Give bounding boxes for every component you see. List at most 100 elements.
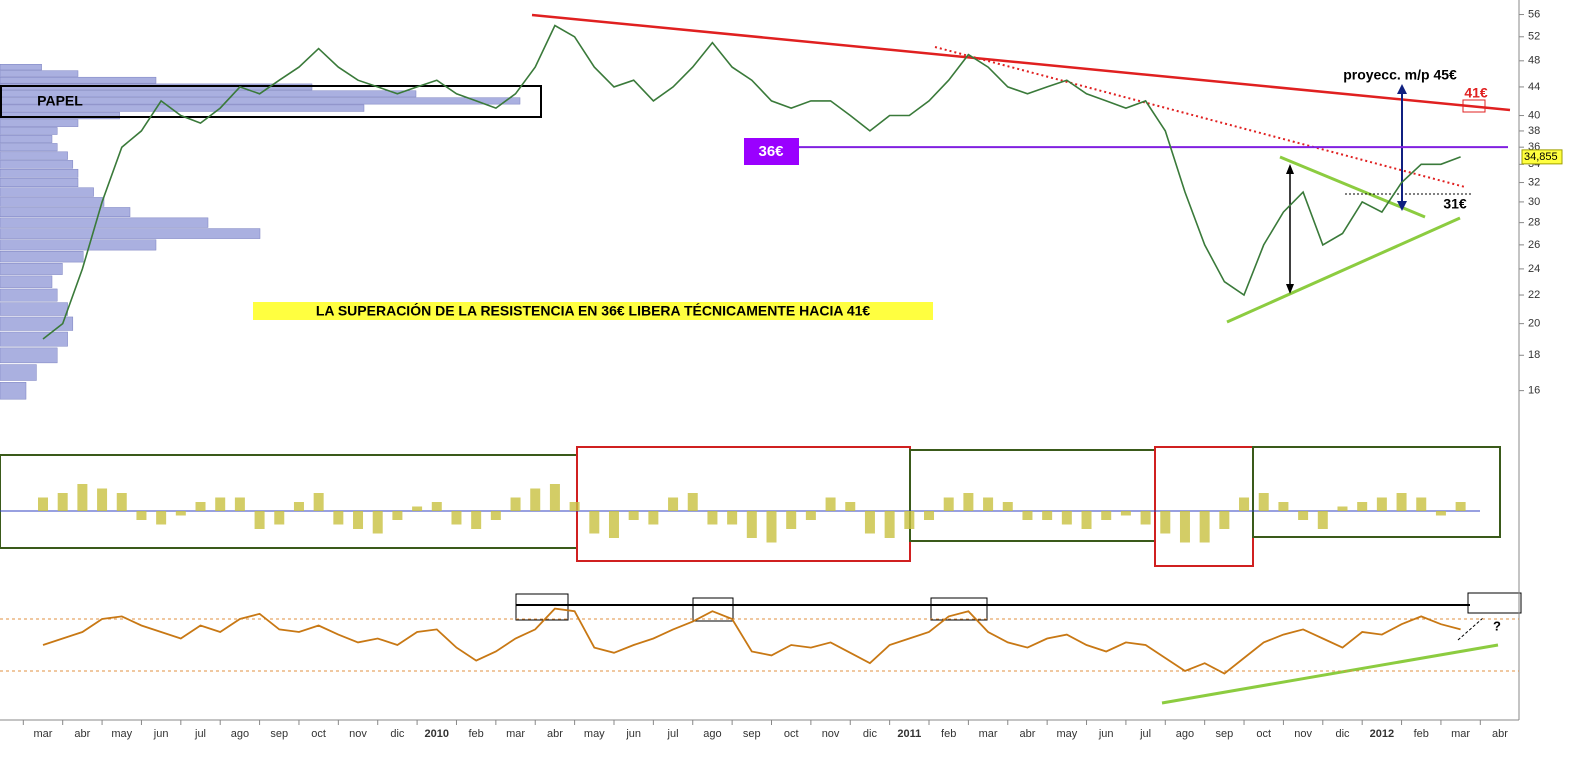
volume-bar (0, 135, 53, 143)
x-tick-label: mar (1451, 728, 1470, 740)
y-tick-label: 56 (1528, 8, 1540, 20)
peak-box (692, 597, 734, 622)
x-tick-label: sep (270, 728, 288, 740)
oscillator-bar (884, 511, 895, 538)
volume-bar (0, 207, 131, 218)
y-tick-label: 22 (1528, 289, 1540, 301)
oscillator-bar (1396, 493, 1407, 511)
resistance-trendline (531, 13, 1511, 112)
oscillator-bar (1258, 493, 1269, 511)
volume-bar (0, 160, 74, 169)
volume-bar (0, 331, 68, 347)
x-tick-label: feb (1414, 728, 1429, 740)
papel-label: PAPEL (37, 93, 83, 109)
oscillator-bar (97, 488, 108, 511)
x-tick-label: jul (1139, 728, 1151, 740)
x-tick-label: jun (153, 728, 169, 740)
y-tick-label: 26 (1528, 239, 1540, 251)
range-box (1252, 446, 1501, 538)
x-tick-label: abr (1020, 728, 1036, 740)
y-tick-label: 48 (1528, 55, 1540, 67)
oscillator-bar (1219, 511, 1230, 529)
target-label: 41€ (1464, 85, 1488, 101)
oscillator-bar (766, 511, 777, 543)
oscillator-bar (1317, 511, 1328, 529)
volume-bar (0, 288, 58, 302)
volume-bar (0, 302, 68, 316)
oscillator-bar (983, 497, 994, 511)
oscillator-bar (1298, 511, 1309, 520)
x-tick-label: may (584, 728, 605, 740)
volume-bar (0, 151, 68, 160)
oscillator-bar (1416, 497, 1427, 511)
oscillator-bar (392, 511, 403, 520)
price-line (42, 24, 1461, 340)
x-tick-label: abr (74, 728, 90, 740)
oscillator-bar (943, 497, 954, 511)
y-tick-label: 16 (1528, 385, 1540, 397)
y-tick-label: 38 (1528, 125, 1540, 137)
oscillator-bar (1160, 511, 1171, 534)
oscillator-bar (490, 511, 501, 520)
x-tick-label: nov (822, 728, 840, 740)
oscillator-bar (628, 511, 639, 520)
dotted-trendline (934, 46, 1466, 188)
volume-bar (0, 251, 84, 263)
oscillator-bar (1179, 511, 1190, 543)
oscillator-bar (412, 506, 423, 511)
oscillator-bar (156, 511, 167, 525)
oscillator-bar (707, 511, 718, 525)
x-tick-label: nov (349, 728, 367, 740)
headline-bg (253, 302, 933, 320)
target-box (1467, 592, 1522, 614)
volume-bar (0, 263, 63, 275)
x-tick-label: ago (703, 728, 721, 740)
x-tick-label: ago (231, 728, 249, 740)
x-tick-label: dic (1335, 728, 1350, 740)
x-tick-label: 2011 (897, 728, 921, 740)
peak-box (930, 597, 988, 621)
oscillator-bar (1061, 511, 1072, 525)
x-tick-label: oct (784, 728, 799, 740)
oscillator-bar (845, 502, 856, 511)
resistance-label: 36€ (758, 143, 784, 160)
oscillator-bar (963, 493, 974, 511)
oscillator-bar (451, 511, 462, 525)
oscillator-bar (589, 511, 600, 534)
question-mark: ? (1493, 618, 1501, 633)
oscillator-bar (1101, 511, 1112, 520)
oscillator-bar (746, 511, 757, 538)
oscillator-bar (1278, 502, 1289, 511)
volume-bar (0, 76, 157, 84)
volume-bar (0, 104, 365, 112)
volume-bar (0, 347, 58, 364)
volume-bar (0, 64, 42, 71)
oscillator-bar (1199, 511, 1210, 543)
y-tick-label: 18 (1528, 349, 1540, 361)
volume-bar (0, 217, 209, 228)
last-value-bg (1521, 149, 1563, 165)
volume-bar (0, 90, 417, 98)
x-tick-label: may (111, 728, 132, 740)
oscillator-bar (1455, 502, 1466, 511)
oscillator-bar (1337, 506, 1348, 511)
oscillator-bar (195, 502, 206, 511)
volume-bar (0, 178, 79, 188)
oscillator-bar (293, 502, 304, 511)
oscillator-bar (215, 497, 226, 511)
oscillator-bar (77, 484, 88, 511)
x-tick-label: feb (941, 728, 956, 740)
headline: LA SUPERACIÓN DE LA RESISTENCIA EN 36€ L… (316, 302, 871, 319)
oscillator-bar (313, 493, 324, 511)
oscillator-bar (274, 511, 285, 525)
y-tick-label: 28 (1528, 217, 1540, 229)
y-tick-label: 24 (1528, 263, 1540, 275)
x-tick-label: oct (1256, 728, 1271, 740)
oscillator-bar (825, 497, 836, 511)
oscillator-bar (353, 511, 364, 529)
oscillator-bar (1435, 511, 1446, 516)
oscillator-bar (175, 511, 186, 516)
x-tick-label: feb (469, 728, 484, 740)
